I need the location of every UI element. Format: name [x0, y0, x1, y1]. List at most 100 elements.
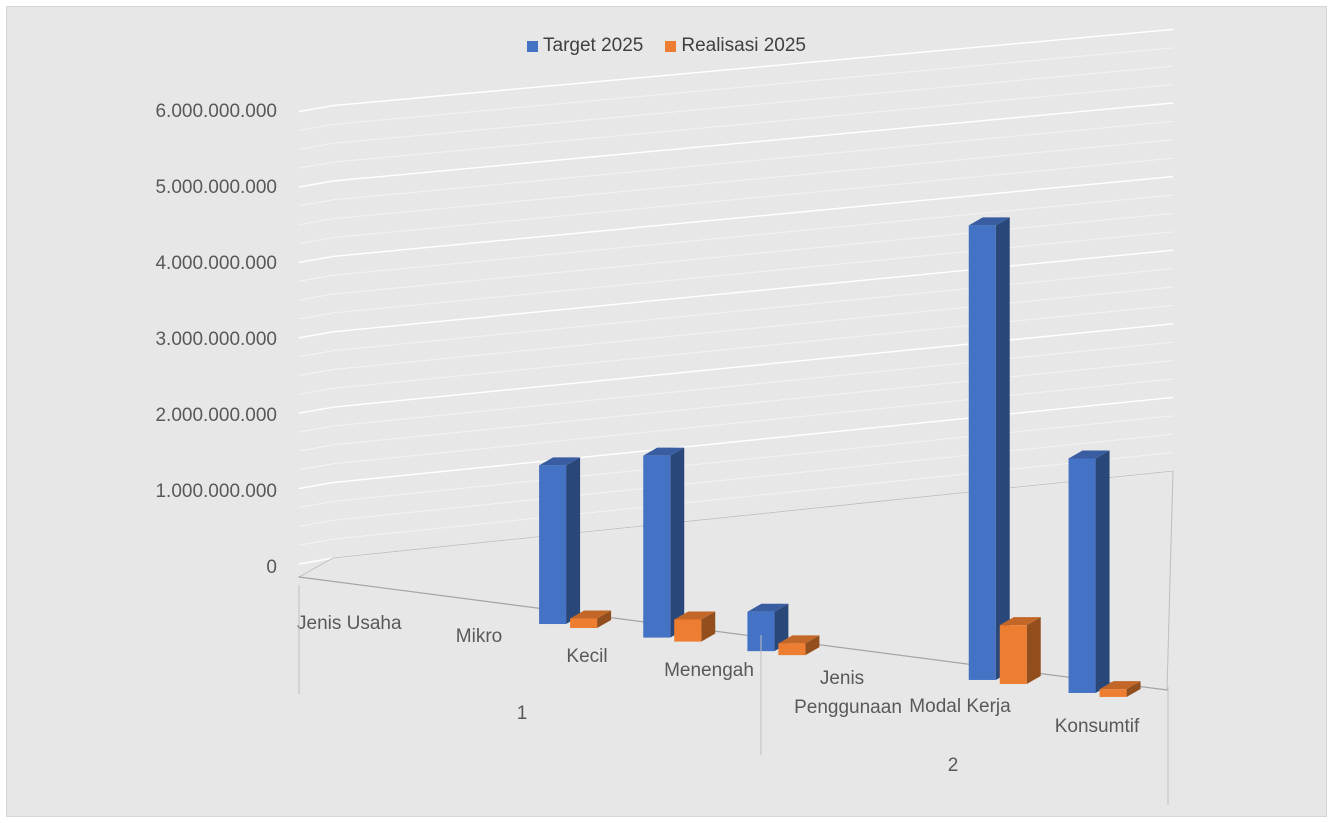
- legend-item-realisasi: Realisasi 2025: [665, 35, 806, 57]
- gridline-side: [298, 237, 334, 244]
- chart-area: Target 2025 Realisasi 2025 0 1.000.000.00…: [6, 6, 1327, 817]
- x-category-label: Konsumtif: [1055, 716, 1140, 737]
- gridline-major: [332, 323, 1174, 408]
- bar-side: [805, 635, 820, 656]
- chart-legend: Target 2025 Realisasi 2025: [7, 35, 1326, 57]
- legend-label-realisasi: Realisasi 2025: [681, 35, 806, 56]
- bar-side: [995, 217, 1010, 680]
- bar-top: [747, 603, 789, 612]
- gridline-side: [298, 387, 334, 395]
- gridline-minor: [332, 286, 1174, 370]
- gridline-side: [298, 180, 334, 188]
- legend-item-target: Target 2025: [527, 35, 643, 57]
- gridline-major: [332, 249, 1174, 333]
- bar: [1068, 458, 1096, 693]
- gridline-minor: [332, 120, 1174, 201]
- bar-top: [1068, 450, 1110, 459]
- bar-top: [968, 217, 1010, 226]
- y-tick-label: 6.000.000.000: [155, 101, 277, 122]
- y-tick-label: 1.000.000.000: [155, 481, 277, 502]
- gridline-minor: [332, 194, 1174, 276]
- gridline-side: [298, 274, 334, 282]
- gridline-side: [298, 293, 334, 301]
- x-category-label: Menengah: [664, 660, 754, 681]
- bar-side: [1095, 450, 1110, 693]
- chart-plot: 0 1.000.000.000 2.000.000.000 3.000.000.000…: [155, 28, 1174, 805]
- x-category-label: Jenis Usaha: [297, 613, 402, 634]
- y-tick-label: 0: [266, 557, 277, 578]
- gridline-side: [298, 369, 334, 376]
- bar: [539, 465, 567, 625]
- gridline-side: [298, 501, 334, 508]
- x-category-label: Mikro: [456, 626, 502, 647]
- bar-top: [539, 457, 581, 466]
- bar-side: [701, 611, 716, 642]
- bar: [968, 225, 996, 680]
- gridline-side: [298, 538, 334, 546]
- bar-side: [670, 447, 685, 638]
- y-tick-label: 3.000.000.000: [155, 329, 277, 350]
- bar-side: [774, 603, 789, 652]
- gridline-minor: [332, 231, 1174, 314]
- gridline-side: [298, 331, 334, 339]
- gridline-side: [298, 425, 334, 433]
- bar-side: [1126, 681, 1141, 697]
- gridline-side: [298, 444, 334, 452]
- gridline-side: [298, 463, 334, 471]
- gridline-side: [298, 218, 334, 226]
- gridline-major: [332, 102, 1174, 182]
- gridline-minor: [332, 415, 1174, 502]
- legend-label-target: Target 2025: [543, 35, 644, 56]
- gridline-side: [298, 142, 334, 150]
- gridline-major: [332, 396, 1174, 484]
- gridline-minor: [332, 360, 1174, 446]
- gridline-side: [298, 161, 334, 169]
- gridline-side: [298, 406, 334, 414]
- y-tick-label: 2.000.000.000: [155, 405, 277, 426]
- bar-top: [999, 617, 1041, 626]
- x-group-label: 2: [948, 755, 959, 776]
- gridline-side: [298, 312, 334, 320]
- gridline-minor: [332, 84, 1174, 163]
- gridline-side: [298, 557, 334, 565]
- gridline-minor: [332, 65, 1174, 144]
- bar-side: [597, 610, 612, 629]
- bar-side: [1026, 617, 1041, 684]
- bar: [570, 618, 598, 629]
- gridline-minor: [332, 268, 1174, 352]
- gridline-side: [298, 199, 334, 207]
- bar: [674, 619, 702, 642]
- gridline-minor: [332, 433, 1174, 521]
- y-tick-label: 5.000.000.000: [155, 177, 277, 198]
- gridline-major: [332, 175, 1174, 258]
- gridline-minor: [332, 47, 1174, 125]
- x-category-label: Kecil: [566, 646, 607, 667]
- gridline-side: [298, 124, 334, 131]
- gridline-side: [298, 255, 334, 264]
- bar: [643, 455, 671, 638]
- gridline-minor: [332, 341, 1174, 427]
- bar: [1099, 689, 1127, 697]
- gridline-side: [298, 481, 334, 490]
- bar-top: [778, 635, 820, 644]
- bar-top: [1099, 681, 1141, 690]
- legend-swatch-realisasi: [665, 40, 677, 52]
- gridline-minor: [332, 212, 1174, 295]
- legend-swatch-target: [527, 40, 538, 52]
- gridline-side: [298, 519, 334, 527]
- chart-floor: [297, 470, 1174, 691]
- gridline-side: [298, 350, 334, 358]
- gridline-side: [298, 104, 334, 113]
- gridline-minor: [332, 139, 1174, 220]
- bar: [999, 625, 1027, 684]
- bar: [778, 643, 806, 656]
- bar-top: [674, 611, 716, 620]
- gridline-minor: [332, 452, 1174, 540]
- x-group-label: 1: [517, 703, 528, 724]
- gridline-major: [332, 28, 1174, 107]
- x-category-label: Jenis: [820, 668, 864, 689]
- gridline-minor: [332, 304, 1174, 389]
- x-category-label: Penggunaan: [794, 697, 902, 718]
- bar-side: [566, 457, 581, 625]
- gridline-minor: [332, 157, 1174, 238]
